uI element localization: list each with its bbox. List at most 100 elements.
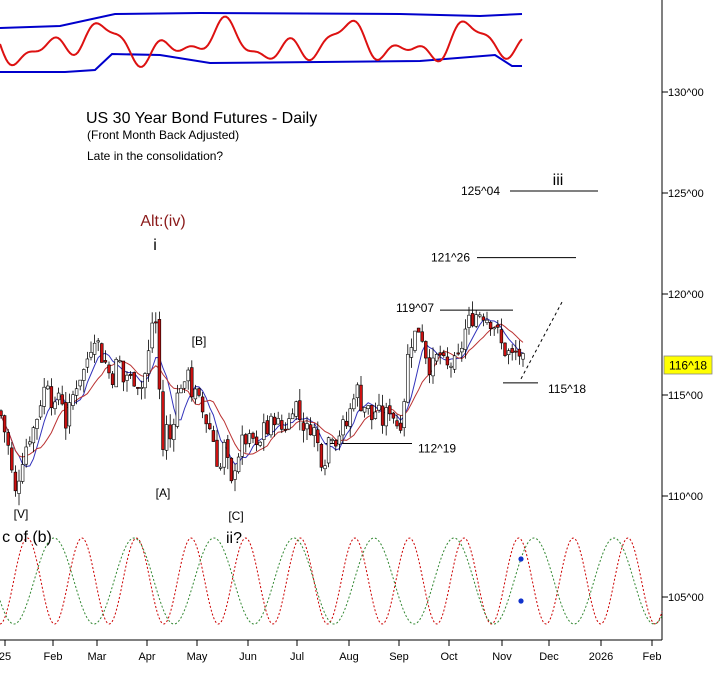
candle-body	[373, 411, 378, 419]
candle-body	[427, 357, 432, 375]
candle-body	[305, 423, 309, 430]
cycle-marker-dot	[518, 556, 524, 562]
wave-label: [V]	[14, 507, 29, 521]
candle-body	[283, 428, 288, 431]
candle-body	[478, 314, 482, 317]
candle-body	[294, 401, 298, 417]
candle-body	[442, 352, 446, 356]
candle-body	[150, 322, 154, 349]
candle-body	[467, 314, 471, 328]
x-tick-label: Apr	[138, 651, 155, 663]
candle-body	[60, 394, 64, 405]
candle-body	[17, 480, 21, 494]
candle-body	[139, 387, 144, 389]
candle-body	[503, 342, 507, 356]
y-tick-label: 115^00	[668, 390, 703, 402]
candle-body	[499, 329, 504, 344]
candle-body	[175, 392, 180, 427]
candle-body	[420, 331, 424, 342]
candle-body	[208, 423, 212, 430]
candle-body	[265, 420, 270, 435]
candle-body	[244, 434, 248, 445]
candle-body	[164, 424, 169, 451]
candle-body	[118, 360, 122, 363]
candle-body	[218, 466, 223, 469]
candle-body	[514, 350, 518, 353]
candle-body	[157, 319, 162, 390]
y-tick-label: 110^00	[668, 491, 703, 503]
candle-body	[85, 358, 90, 368]
ma-short	[0, 317, 524, 468]
cycle-marker-dot	[518, 598, 524, 604]
ma-long	[0, 323, 524, 458]
candle-body	[168, 424, 172, 440]
chart-subtitle: (Front Month Back Adjusted)	[87, 128, 239, 142]
candle-body	[114, 359, 118, 388]
candle-body	[182, 381, 187, 389]
x-axis: 25 Feb Mar Apr May Jun Jul Aug Sep Oct Nov Dec 2026 F…	[0, 640, 661, 663]
candle-body	[125, 374, 129, 381]
candle-body	[38, 405, 43, 418]
x-tick-label: Jul	[290, 651, 304, 663]
level-label: 121^26	[431, 251, 470, 265]
candle-body	[391, 412, 396, 419]
last-price-box	[663, 355, 713, 375]
candle-body	[78, 379, 82, 387]
candle-body	[474, 314, 478, 327]
candle-body	[424, 341, 428, 359]
candle-body	[110, 373, 115, 385]
candle-body	[262, 422, 266, 440]
candle-body	[517, 348, 522, 357]
candle-body	[258, 441, 262, 446]
candle-body	[496, 324, 500, 328]
candlesticks	[0, 301, 525, 506]
candle-body	[143, 373, 147, 389]
candle-body	[161, 391, 165, 450]
candle-body	[485, 319, 489, 323]
candle-body	[380, 405, 385, 426]
indicator-lower-band	[0, 52, 522, 73]
candle-body	[388, 405, 392, 415]
candle-body	[280, 420, 284, 430]
candle-body	[312, 427, 316, 436]
candle-body	[154, 321, 158, 324]
cycle-green	[0, 537, 663, 625]
candle-body	[240, 434, 244, 457]
candle-body	[92, 342, 97, 355]
x-tick-label: 2026	[589, 651, 613, 663]
candle-body	[254, 436, 259, 446]
candle-body	[319, 443, 324, 468]
candle-body	[179, 388, 183, 394]
candle-body	[272, 416, 277, 426]
wave-label: iii	[553, 172, 564, 189]
wave-label: [B]	[192, 334, 207, 348]
candle-body	[352, 398, 356, 410]
projection-line	[520, 301, 563, 380]
level-label: 112^19	[418, 441, 456, 455]
y-tick-label: 105^00	[668, 592, 704, 604]
candle-body	[290, 413, 295, 420]
candle-body	[463, 328, 468, 350]
candle-body	[287, 418, 291, 430]
moving-averages	[0, 317, 524, 468]
candle-body	[362, 407, 367, 413]
candle-body	[128, 374, 133, 376]
candle-body	[229, 457, 234, 482]
x-tick-label: Jun	[239, 651, 257, 663]
candle-body	[334, 440, 338, 447]
candle-body	[521, 353, 525, 360]
level-label: 125^04	[461, 184, 500, 198]
last-price-label: 116^18	[669, 359, 707, 373]
candle-body	[384, 407, 388, 427]
wave-label: Alt:(iv)	[140, 213, 185, 230]
candle-body	[416, 327, 421, 333]
candle-body	[35, 419, 39, 429]
candle-body	[197, 388, 201, 396]
candle-body	[276, 418, 280, 425]
candle-body	[204, 414, 208, 425]
candle-body	[121, 360, 126, 383]
x-tick-label: Dec	[539, 651, 559, 663]
candle-body	[233, 470, 237, 480]
